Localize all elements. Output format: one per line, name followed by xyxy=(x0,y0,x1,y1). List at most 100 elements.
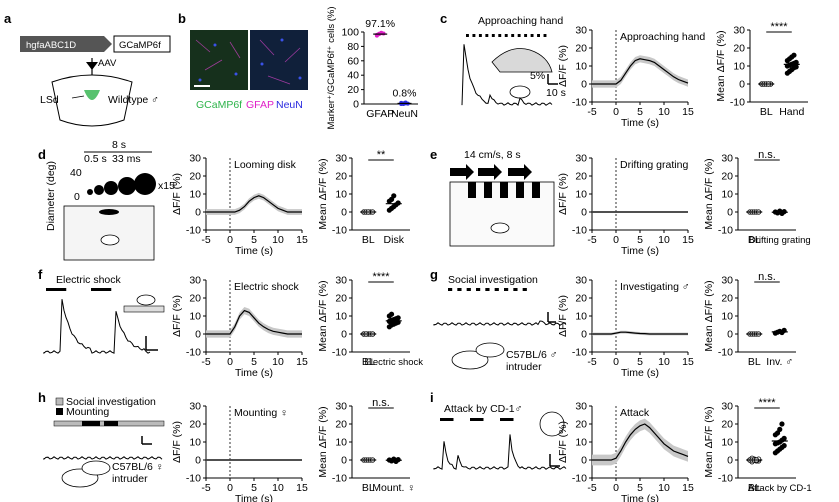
i_psth-ytick-label-0: -10 xyxy=(572,473,587,485)
marks-c-mark-6 xyxy=(504,34,508,37)
c_sum-ytick-label-0: -10 xyxy=(730,97,745,109)
panel-letter-h: h xyxy=(38,390,46,405)
lsd-label: LSd xyxy=(40,94,59,106)
chart-d_psth: -10 0 10 20 30 ΔF/F (%) -5 0 5 10 15 Time (s) Loomin… xyxy=(171,153,308,258)
needle-tip xyxy=(86,62,98,70)
loom-subtitle-left: 0.5 s xyxy=(84,153,107,165)
aav-label: AAV xyxy=(98,58,117,69)
marks-c-mark-9 xyxy=(524,34,528,37)
b_bar-category-label-1: NeuN xyxy=(391,108,418,120)
neun-dots xyxy=(198,38,302,82)
image-label-gcamp: GCaMP6f xyxy=(196,99,242,111)
marks-c-mark-4 xyxy=(491,34,495,37)
f_psth-xtick-label-2: 5 xyxy=(251,356,257,368)
disk-1 xyxy=(87,189,93,195)
d_sum-significance: ** xyxy=(377,149,386,161)
c_sum-ylabel: Mean ΔF/F (%) xyxy=(715,30,727,101)
mouse-label-g2: intruder xyxy=(506,361,542,373)
h_psth-ytick-label-2: 10 xyxy=(189,437,201,449)
h_psth-xtick-label-4: 15 xyxy=(296,482,308,494)
raw-trace-c xyxy=(461,44,553,106)
gene-label: GCaMP6f xyxy=(119,40,161,51)
d_psth-ytick-label-4: 30 xyxy=(189,153,201,165)
h_psth-ytick-label-0: -10 xyxy=(186,473,201,485)
h_sum-ylabel: Mean ΔF/F (%) xyxy=(317,406,329,477)
i_sum-category-label-0: BL xyxy=(748,482,761,494)
panel-letter-g: g xyxy=(430,267,438,282)
marks-g-mark-2 xyxy=(466,288,471,291)
f_psth-sem-band xyxy=(206,307,302,338)
chart-c_sum: -10 0 10 20 30 Mean ΔF/F (%) BL Hand **** xyxy=(715,21,808,118)
d_psth-xtick-label-0: -5 xyxy=(201,234,210,246)
b_bar-ytick-label-5: 100 xyxy=(341,27,359,39)
marks-i-mark-0 xyxy=(440,418,454,421)
g_psth-xtick-label-0: -5 xyxy=(587,356,596,368)
diameter-tick-40: 40 xyxy=(70,167,82,179)
chart-h_psth: -10 0 10 20 30 ΔF/F (%) -5 0 5 10 15 Time (s) Mounti… xyxy=(171,401,308,502)
f_sum-ytick-label-0: -10 xyxy=(332,347,347,359)
image-label-gfap: GFAP xyxy=(246,99,274,111)
c_psth-xtick-label-2: 5 xyxy=(637,106,643,118)
d_psth-xlabel: Time (s) xyxy=(235,245,273,257)
chart-e_psth: -10 0 10 20 30 ΔF/F (%) -5 0 5 10 15 Time (s) Drifti… xyxy=(557,153,694,258)
marks-i-mark-2 xyxy=(500,418,514,421)
image-label-neun: NeuN xyxy=(276,99,303,111)
g_psth-ytick-label-1: 0 xyxy=(581,329,587,341)
marks-c-mark-8 xyxy=(517,34,521,37)
c_psth-ylabel: ΔF/F (%) xyxy=(557,45,569,87)
h_sum-ytick-label-2: 10 xyxy=(335,437,347,449)
disk-4 xyxy=(118,177,136,195)
f_psth-xtick-label-4: 15 xyxy=(296,356,308,368)
panel-d-schematic: 8 s 0.5 s 33 ms Diameter (deg) 40 0 x15 xyxy=(45,139,175,261)
e_psth-ytick-label-0: -10 xyxy=(572,225,587,237)
mouse-icon-g2 xyxy=(475,342,505,358)
raw-trace-g xyxy=(433,320,567,326)
e_sum-significance: n.s. xyxy=(758,149,776,161)
trace-title-c: Approaching hand xyxy=(478,15,563,27)
i_sum-category-label-1: Attack by CD-1 xyxy=(748,483,812,494)
h_sum-ytick-label-1: 0 xyxy=(341,455,347,467)
i_sum-ytick-label-2: 10 xyxy=(721,437,733,449)
d_psth-ytick-label-0: -10 xyxy=(186,225,201,237)
d_sum-category-label-0: BL xyxy=(362,234,375,246)
h_sum-ytick-label-3: 20 xyxy=(335,419,347,431)
mouse-label-h2: intruder xyxy=(112,473,148,485)
c_psth-xtick-label-1: 0 xyxy=(613,106,619,118)
marks-c-mark-10 xyxy=(530,34,534,37)
f_psth-ytick-label-2: 10 xyxy=(189,311,201,323)
f_sum-point-1-9 xyxy=(395,315,401,321)
panel-i-schematic: Attack by CD-1♂ xyxy=(433,403,567,470)
g_psth-xtick-label-4: 15 xyxy=(682,356,694,368)
h_sum-ytick-label-4: 30 xyxy=(335,401,347,413)
marks-f-mark-1 xyxy=(91,288,112,291)
c_psth-ytick-label-0: -10 xyxy=(572,97,587,109)
panel-a-schematic: hgfaABC1D GCaMP6f AAV LSd Wildtype ♂ xyxy=(20,35,171,127)
marks-g-mark-7 xyxy=(513,288,518,291)
event-marks-g xyxy=(448,288,527,291)
chart-g_psth: -10 0 10 20 30 ΔF/F (%) -5 0 5 10 15 Time (s) Invest… xyxy=(557,275,694,380)
mouse-icon-g1 xyxy=(451,350,489,370)
arena-disk xyxy=(99,209,119,215)
g_sum-significance: n.s. xyxy=(758,271,776,283)
c_psth-xtick-label-4: 15 xyxy=(682,106,694,118)
d_psth-title: Looming disk xyxy=(234,159,297,171)
c_sum-category-label-0: BL xyxy=(760,106,773,118)
h_sum-category-label-1: Mount. ♀ xyxy=(372,482,415,494)
c_sum-category-label-1: Hand xyxy=(779,106,804,118)
g_psth-xtick-label-1: 0 xyxy=(613,356,619,368)
legend-swatch-mounting xyxy=(56,408,63,415)
c_psth-ytick-label-1: 0 xyxy=(581,79,587,91)
marks-f-mark-0 xyxy=(46,288,67,291)
h_sum-ytick-label-0: -10 xyxy=(332,473,347,485)
f_sum-ytick-label-2: 10 xyxy=(335,311,347,323)
i_psth-ytick-label-1: 0 xyxy=(581,455,587,467)
loom-subtitle-right: 33 ms xyxy=(112,153,141,165)
e_psth-ytick-label-3: 20 xyxy=(575,171,587,183)
e_sum-ytick-label-4: 30 xyxy=(721,153,733,165)
f_psth-mean-line xyxy=(206,309,302,335)
d_sum-point-1-6 xyxy=(388,196,395,202)
c_psth-xlabel: Time (s) xyxy=(621,117,659,129)
e_sum-ytick-label-3: 20 xyxy=(721,171,733,183)
event-marks-f xyxy=(46,288,112,291)
scale-y-label-c: 5% xyxy=(530,70,545,82)
